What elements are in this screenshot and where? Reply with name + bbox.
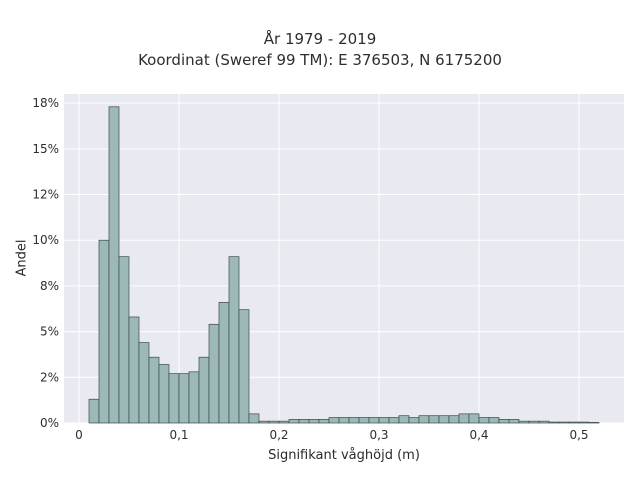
histogram-bar — [418, 415, 430, 424]
histogram-bar — [578, 421, 590, 424]
histogram-bar — [488, 417, 500, 424]
histogram-bar — [548, 421, 560, 424]
histogram-bar — [108, 106, 120, 424]
histogram-bar — [158, 364, 170, 424]
histogram-bar — [448, 415, 460, 424]
histogram-bar — [438, 415, 450, 424]
histogram-bar — [208, 323, 220, 424]
histogram-bar — [498, 418, 510, 424]
histogram-bar — [528, 420, 540, 424]
y-tick-label: 12% — [32, 188, 59, 202]
histogram-bar — [268, 420, 280, 424]
histogram-bar — [378, 417, 390, 424]
histogram-bar — [278, 420, 290, 424]
histogram-bar — [428, 415, 440, 424]
histogram-bar — [588, 422, 600, 424]
histogram-bar — [368, 417, 380, 424]
histogram-bar — [338, 417, 350, 424]
histogram-bar — [248, 413, 260, 424]
histogram-bar — [358, 417, 370, 424]
y-tick-label: 15% — [32, 142, 59, 156]
histogram-bar — [288, 418, 300, 424]
histogram-bar — [198, 356, 210, 424]
histogram-bar — [168, 373, 180, 424]
histogram-bar — [188, 371, 200, 424]
histogram-bar — [398, 415, 410, 424]
y-tick-label: 8% — [40, 279, 59, 293]
histogram-bar — [318, 418, 330, 424]
histogram-bar — [138, 342, 150, 424]
x-tick-label: 0,3 — [369, 428, 388, 442]
histogram-bar — [98, 239, 110, 424]
x-axis-label: Signifikant våghöjd (m) — [268, 448, 420, 463]
histogram-bar — [508, 418, 520, 424]
histogram-bar — [568, 421, 580, 424]
y-tick-label: 2% — [40, 370, 59, 384]
x-tick-label: 0,5 — [569, 428, 588, 442]
histogram-bar — [128, 316, 140, 424]
histogram-bar — [458, 413, 470, 424]
y-tick-label: 10% — [32, 233, 59, 247]
chart-title-line1: År 1979 - 2019 — [263, 30, 377, 48]
histogram-bar — [258, 420, 270, 424]
histogram-bar — [118, 256, 130, 424]
x-tick-label: 0,4 — [469, 428, 488, 442]
chart-title-line2: Koordinat (Sweref 99 TM): E 376503, N 61… — [138, 51, 502, 69]
histogram-bar — [88, 398, 100, 424]
histogram-bar — [558, 421, 570, 424]
histogram-bar — [518, 420, 530, 424]
histogram-bar — [148, 356, 160, 424]
histogram-bar — [218, 302, 230, 424]
histogram-bar — [388, 417, 400, 424]
histogram-bar — [178, 373, 190, 424]
histogram-bar — [478, 417, 490, 424]
x-tick-label: 0 — [75, 428, 83, 442]
histogram-bar — [408, 417, 420, 424]
histogram-bar — [228, 256, 240, 424]
x-tick-label: 0,1 — [169, 428, 188, 442]
histogram-bar — [348, 417, 360, 424]
y-tick-label: 0% — [40, 416, 59, 430]
y-tick-label: 5% — [40, 325, 59, 339]
histogram-bar — [238, 309, 250, 424]
x-tick-label: 0,2 — [269, 428, 288, 442]
histogram-bar — [328, 417, 340, 424]
y-tick-label: 18% — [32, 96, 59, 110]
histogram-bar — [298, 418, 310, 424]
histogram-bar — [468, 413, 480, 424]
histogram-bar — [538, 420, 550, 424]
histogram-bar — [308, 418, 320, 424]
